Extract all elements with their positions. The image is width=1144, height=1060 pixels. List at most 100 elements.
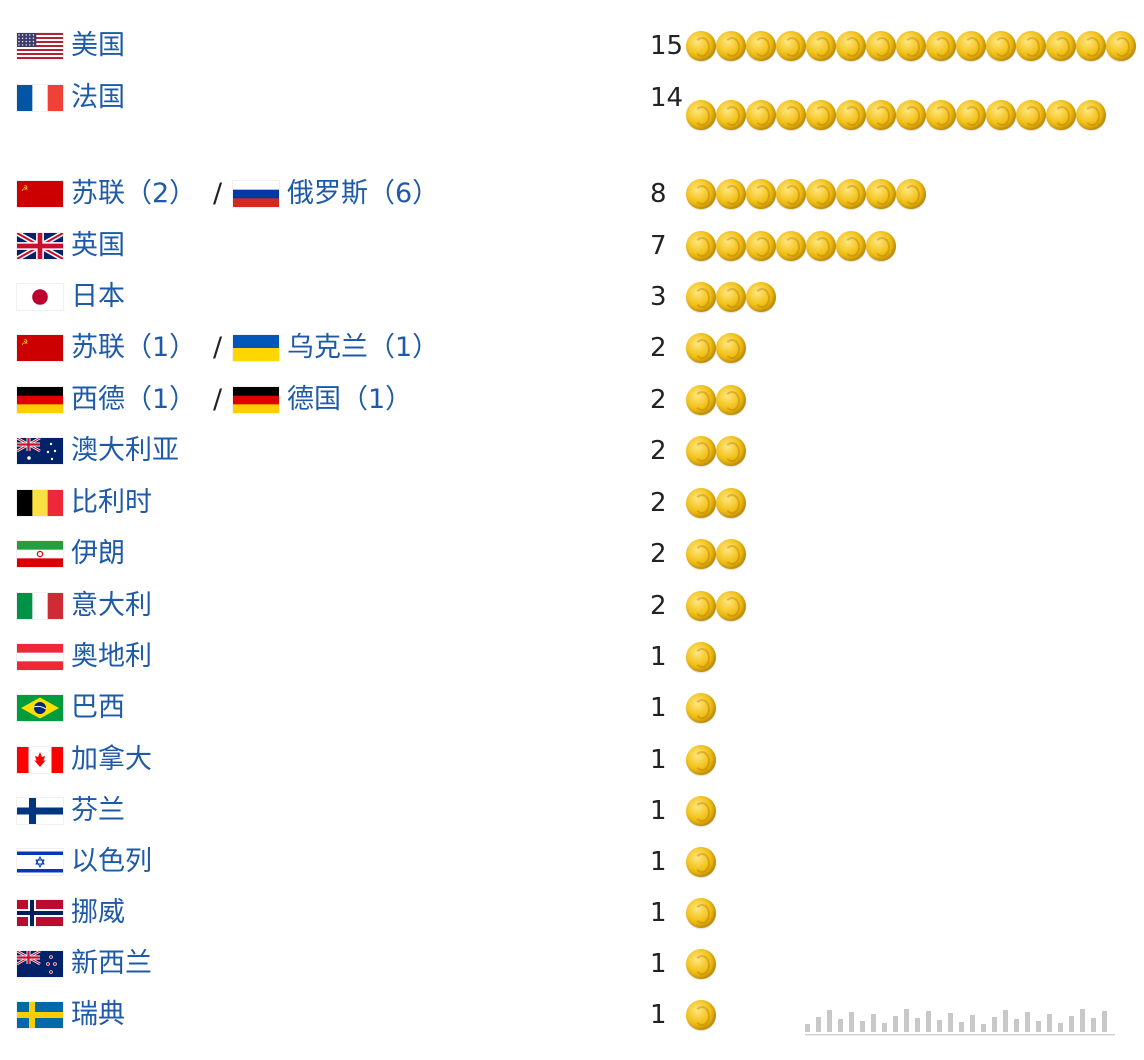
chart-row: 巴西 1 [0,690,1144,726]
gold-medal-mark [926,100,956,130]
medal-coins [0,485,1144,533]
medal-count-label: 3 [650,282,667,312]
flag-icon-de [233,387,279,413]
chart-row: 芬兰 1 [0,793,1144,829]
country-label[interactable]: 新西兰 [71,948,152,979]
flag-icon-jp [17,284,63,310]
gold-medal-mark [806,231,836,261]
flag-icon-us [17,33,63,59]
medal-coins [0,80,1144,130]
flag-icon-ru [233,181,279,207]
country-label[interactable]: 芬兰 [71,795,125,826]
medal-count-label: 1 [650,642,667,672]
gold-medal-mark [716,436,746,466]
medal-coins [0,279,1144,327]
medal-coins [0,997,1144,1045]
country-label[interactable]: 西德（1） [71,384,197,415]
gold-medal-mark [1016,31,1046,61]
gold-medal-mark [686,745,716,775]
gold-medal-mark [716,539,746,569]
chart-row: 比利时 2 [0,485,1144,521]
gold-medal-mark [866,31,896,61]
separator-slash: / [213,332,223,363]
gold-medal-mark [806,100,836,130]
chart-row: 英国 7 [0,228,1144,264]
gold-medal-mark [836,100,866,130]
medal-coins [0,536,1144,584]
medal-count-label: 1 [650,898,667,928]
flag-icon-se [17,1002,63,1028]
gold-medal-mark [686,31,716,61]
chart-row: 以色列 1 [0,844,1144,880]
medal-coins [0,946,1144,994]
gold-medal-mark [686,847,716,877]
gold-medal-mark [686,385,716,415]
country-label[interactable]: 苏联（2） [71,178,197,209]
country-label[interactable]: 澳大利亚 [71,435,179,466]
chart-row: 挪威 1 [0,895,1144,931]
chart-row: 奥地利 1 [0,639,1144,675]
country-label[interactable]: 苏联（1） [71,332,197,363]
medal-count-label: 2 [650,539,667,569]
gold-medal-mark [776,31,806,61]
medal-coins [0,433,1144,481]
medal-coins [0,690,1144,738]
gold-medal-mark [896,100,926,130]
gold-medal-mark [686,796,716,826]
chart-row: 日本 3 [0,279,1144,315]
country-label[interactable]: 比利时 [71,487,152,518]
medal-count-label: 15 [650,31,684,61]
gold-medal-mark [1076,100,1106,130]
flag-icon-au [17,438,63,464]
country-label[interactable]: 伊朗 [71,538,125,569]
country-label[interactable]: 美国 [71,30,125,61]
gold-medal-mark [686,1000,716,1030]
gold-medal-mark [1016,100,1046,130]
flag-icon-il [17,849,63,875]
medal-coins [0,176,1144,224]
medal-coins [0,742,1144,790]
country-label[interactable]: 法国 [71,82,125,113]
country-label[interactable]: 瑞典 [71,999,125,1030]
country-label[interactable]: 加拿大 [71,744,152,775]
chart-row: 新西兰 1 [0,946,1144,982]
gold-medal-mark [836,179,866,209]
medal-coins [0,895,1144,943]
country-label[interactable]: 乌克兰（1） [287,332,440,363]
gold-medal-mark [896,179,926,209]
flag-icon-su: ☭ [17,181,63,207]
medal-coins [0,844,1144,892]
country-label[interactable]: 意大利 [71,590,152,621]
medal-count-label: 2 [650,385,667,415]
gold-medal-mark [716,282,746,312]
gold-medal-mark [746,100,776,130]
chart-row: 伊朗 2 [0,536,1144,572]
gold-medal-mark [1046,31,1076,61]
gold-medal-mark [686,333,716,363]
flag-icon-fi [17,798,63,824]
gold-medal-mark [746,179,776,209]
gold-medal-mark [716,591,746,621]
country-label[interactable]: 英国 [71,230,125,261]
country-label[interactable]: 挪威 [71,897,125,928]
medal-count-label: 1 [650,949,667,979]
country-label[interactable]: 德国（1） [287,384,413,415]
medal-coins [0,588,1144,636]
svg-text:☭: ☭ [21,184,28,193]
medal-count-label: 2 [650,488,667,518]
country-label[interactable]: 俄罗斯（6） [287,178,440,209]
gold-medal-mark [716,385,746,415]
medal-coins [0,639,1144,687]
gold-medal-mark [806,179,836,209]
gold-medal-mark [986,100,1016,130]
gold-medal-mark [686,898,716,928]
country-label[interactable]: 日本 [71,281,125,312]
flag-icon-no [17,900,63,926]
separator-slash: / [213,178,223,209]
country-label[interactable]: 以色列 [71,846,152,877]
flag-icon-ca [17,747,63,773]
country-label[interactable]: 奥地利 [71,641,152,672]
country-label[interactable]: 巴西 [71,692,125,723]
chart-row: 美国 15 [0,28,1144,64]
